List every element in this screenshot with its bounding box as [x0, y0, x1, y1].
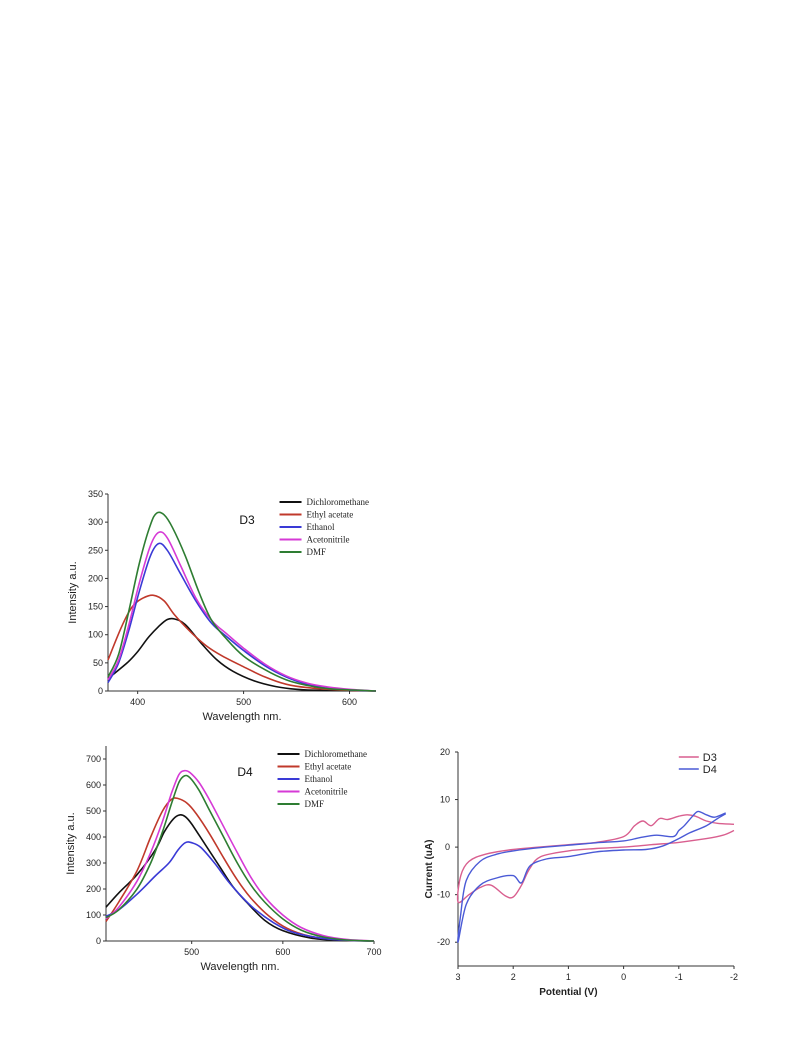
x-tick-label: -2 — [730, 972, 738, 982]
series-line-d3 — [456, 814, 735, 904]
series-line-ethyl-acetate — [105, 797, 375, 942]
series-line-ethanol — [105, 841, 375, 942]
legend-label: DMF — [305, 799, 325, 809]
x-tick-label: 0 — [621, 972, 626, 982]
legend-label: Ethyl acetate — [305, 762, 352, 772]
y-tick-label: 10 — [440, 795, 450, 805]
x-tick-label: 500 — [236, 697, 251, 707]
emission-chart-d3: 0 50 100 150 200 250 300 350 400 500 600 Wavelength… — [67, 489, 377, 723]
y-tick-label: 0 — [98, 686, 103, 696]
legend-label: D4 — [703, 764, 717, 776]
x-tick-label: 3 — [455, 972, 460, 982]
y-tick-label: 500 — [86, 806, 101, 816]
series-line-d4 — [457, 810, 727, 943]
x-axis-label: Potential (V) — [539, 987, 597, 998]
y-tick-label: 600 — [86, 780, 101, 790]
x-tick-label: 600 — [275, 947, 290, 957]
y-tick-label: 50 — [93, 658, 103, 668]
y-tick-label: 700 — [86, 754, 101, 764]
y-tick-label: 0 — [96, 936, 101, 946]
series-line-acetonitrile — [105, 769, 375, 942]
series-line-dmf — [105, 774, 375, 942]
y-tick-label: 0 — [445, 842, 450, 852]
series-line-dichloromethane — [105, 814, 375, 942]
y-tick-label: -10 — [437, 890, 450, 900]
legend-label: Ethanol — [305, 774, 333, 784]
legend-label: Ethyl acetate — [307, 510, 354, 520]
y-tick-label: 150 — [88, 602, 103, 612]
y-axis-label: Intensity a.u. — [65, 812, 77, 874]
legend-label: Acetonitrile — [307, 535, 350, 545]
chart-annotation: D4 — [237, 765, 253, 779]
legend-label: Ethanol — [307, 522, 335, 532]
y-tick-label: 200 — [86, 884, 101, 894]
legend-label: Dichloromethane — [305, 749, 367, 759]
y-tick-label: 300 — [88, 517, 103, 527]
y-tick-label: -20 — [437, 937, 450, 947]
legend-label: DMF — [307, 547, 327, 557]
y-axis-label: Intensity a.u. — [67, 561, 79, 623]
y-tick-label: 350 — [88, 489, 103, 499]
y-tick-label: 100 — [88, 630, 103, 640]
x-tick-label: 600 — [342, 697, 357, 707]
x-tick-label: 700 — [366, 947, 381, 957]
x-axis-label: Wavelength nm. — [200, 961, 279, 973]
y-tick-label: 400 — [86, 832, 101, 842]
series-line-acetonitrile — [107, 531, 377, 692]
legend-label: D3 — [703, 752, 717, 764]
x-tick-label: 1 — [566, 972, 571, 982]
x-tick-label: 2 — [511, 972, 516, 982]
emission-chart-d4: 0 100 200 300 400 500 600 700 500 600 700 Wavelengt… — [65, 746, 382, 973]
y-tick-label: 300 — [86, 858, 101, 868]
x-tick-label: -1 — [675, 972, 683, 982]
legend-label: Acetonitrile — [305, 787, 348, 797]
series-line-ethyl-acetate — [107, 594, 377, 692]
x-tick-label: 400 — [130, 697, 145, 707]
x-tick-label: 500 — [184, 947, 199, 957]
x-axis-label: Wavelength nm. — [202, 711, 281, 723]
y-axis-label: Current (uA) — [424, 840, 435, 899]
y-tick-label: 20 — [440, 747, 450, 757]
legend-label: Dichloromethane — [307, 497, 369, 507]
chart-annotation: D3 — [239, 513, 255, 527]
series-line-dmf — [107, 511, 377, 692]
series-line-ethanol — [107, 542, 377, 692]
y-tick-label: 200 — [88, 573, 103, 583]
y-tick-label: 100 — [86, 910, 101, 920]
y-tick-label: 250 — [88, 545, 103, 555]
